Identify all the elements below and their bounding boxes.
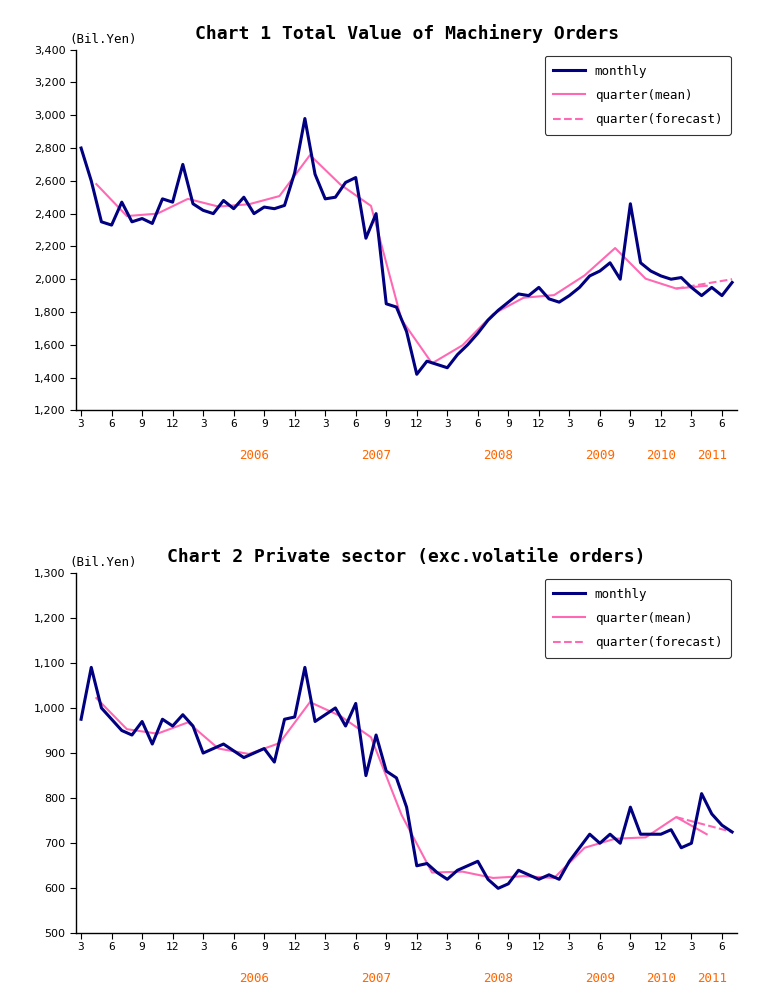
Text: 2009: 2009 bbox=[585, 972, 615, 985]
Text: 2006: 2006 bbox=[239, 972, 269, 985]
Text: 2007: 2007 bbox=[361, 449, 391, 463]
Text: 2011: 2011 bbox=[697, 972, 727, 985]
Title: Chart 2 Private sector (exc.volatile orders): Chart 2 Private sector (exc.volatile ord… bbox=[167, 547, 646, 566]
Text: 2011: 2011 bbox=[697, 449, 727, 463]
Text: (Bil.Yen): (Bil.Yen) bbox=[69, 556, 137, 569]
Text: 2009: 2009 bbox=[585, 449, 615, 463]
Text: 2008: 2008 bbox=[483, 449, 513, 463]
Title: Chart 1 Total Value of Machinery Orders: Chart 1 Total Value of Machinery Orders bbox=[195, 24, 619, 43]
Text: 2008: 2008 bbox=[483, 972, 513, 985]
Text: 2007: 2007 bbox=[361, 972, 391, 985]
Text: 2006: 2006 bbox=[239, 449, 269, 463]
Text: 2010: 2010 bbox=[646, 972, 676, 985]
Legend: monthly, quarter(mean), quarter(forecast): monthly, quarter(mean), quarter(forecast… bbox=[545, 579, 731, 658]
Text: 2010: 2010 bbox=[646, 449, 676, 463]
Legend: monthly, quarter(mean), quarter(forecast): monthly, quarter(mean), quarter(forecast… bbox=[545, 56, 731, 135]
Text: (Bil.Yen): (Bil.Yen) bbox=[69, 33, 137, 46]
